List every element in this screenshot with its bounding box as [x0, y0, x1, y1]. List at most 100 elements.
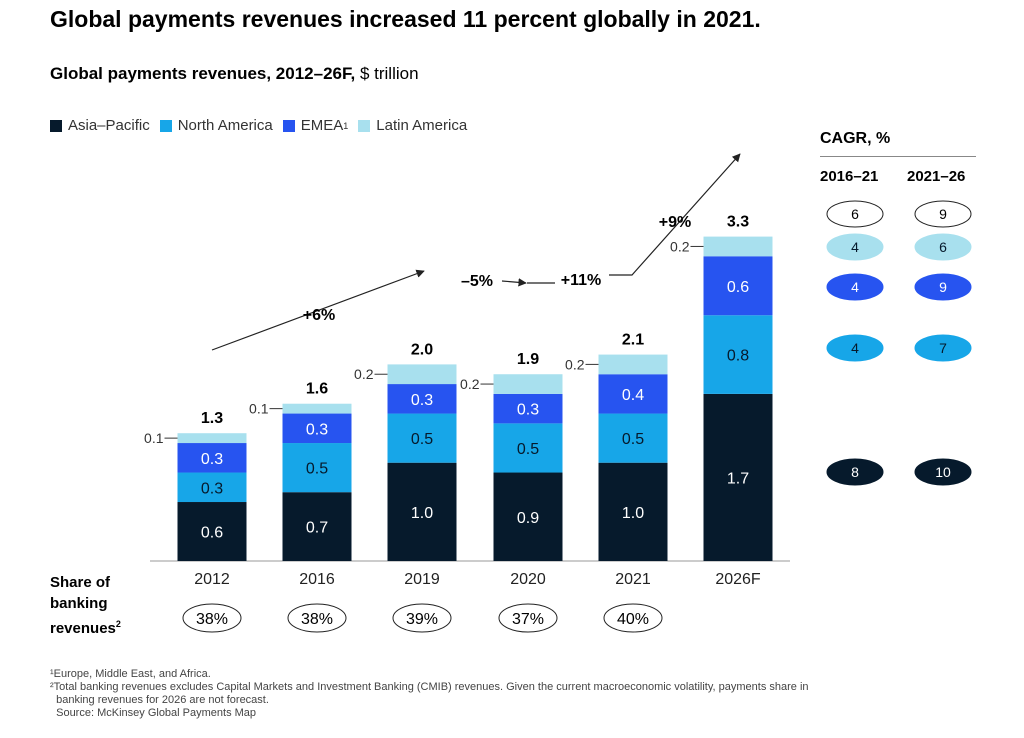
- x-tick-label: 2019: [404, 571, 440, 588]
- cagr-bubble: [826, 458, 884, 486]
- cagr-value: 7: [939, 340, 947, 356]
- segment-label: 0.5: [622, 431, 644, 448]
- cagr-value: 4: [851, 239, 859, 255]
- cagr-value: 9: [939, 206, 947, 222]
- bar-segment: [387, 462, 457, 561]
- segment-label-outside: 0.1: [144, 430, 164, 446]
- share-value: 40%: [617, 611, 649, 628]
- segment-label-outside: 0.2: [354, 366, 374, 382]
- segment-label: 0.5: [306, 461, 328, 478]
- segment-label: 0.7: [306, 520, 328, 537]
- footnote: ¹Europe, Middle East, and Africa.: [50, 668, 211, 680]
- growth-arrow: [609, 153, 741, 276]
- cagr-column-header: 2021–26: [907, 168, 966, 185]
- share-of-banking-label: Share of banking revenues2: [50, 574, 121, 637]
- share-value: 37%: [512, 611, 544, 628]
- segment-label: 0.3: [306, 421, 328, 438]
- segment-label: 0.6: [727, 279, 749, 296]
- footnote: ²Total banking revenues excludes Capital…: [50, 681, 809, 693]
- bar-segment: [493, 393, 563, 424]
- segment-label: 0.5: [411, 431, 433, 448]
- segment-label: 1.0: [411, 505, 433, 522]
- x-tick-label: 2016: [299, 571, 335, 588]
- legend-swatch-latin-america: [358, 119, 371, 132]
- cagr-value: 6: [939, 239, 947, 255]
- total-label: 2.0: [411, 341, 433, 358]
- cagr-bubble: [826, 233, 884, 261]
- share-badge: [603, 603, 663, 633]
- x-tick-label: 2021: [615, 571, 651, 588]
- cagr-value: 10: [935, 464, 951, 480]
- cagr-value: 8: [851, 464, 859, 480]
- cagr-bubble: [826, 273, 884, 301]
- legend-label: EMEA: [300, 117, 344, 134]
- growth-label: +6%: [303, 307, 335, 324]
- segment-label: 0.3: [517, 402, 539, 419]
- x-tick-label: 2020: [510, 571, 546, 588]
- segment-label-outside: 0.2: [460, 376, 480, 392]
- segment-label-outside: 0.2: [565, 356, 585, 372]
- share-value: 38%: [196, 611, 228, 628]
- cagr-bubble: [914, 273, 972, 301]
- share-badge: [392, 603, 452, 633]
- cagr-column-header: 2016–21: [820, 168, 879, 185]
- bar-segment: [387, 384, 457, 414]
- subtitle-main: Global payments revenues, 2012–26F,: [50, 64, 356, 83]
- chart-subtitle: Global payments revenues, 2012–26F, $ tr…: [50, 64, 419, 84]
- cagr-title: CAGR, %: [820, 130, 891, 147]
- cagr-divider: [820, 156, 976, 157]
- growth-label: –5%: [461, 273, 493, 290]
- total-label: 2.1: [622, 332, 644, 349]
- bar-segment: [177, 472, 247, 503]
- cagr-value: 9: [939, 279, 947, 295]
- segment-label: 0.5: [517, 441, 539, 458]
- x-tick-label: 2012: [194, 571, 230, 588]
- bar-segment: [703, 315, 773, 394]
- segment-label: 1.0: [622, 505, 644, 522]
- segment-label: 1.7: [727, 470, 749, 487]
- share-badge: [498, 603, 558, 633]
- cagr-value: 6: [851, 206, 859, 222]
- legend-footnote-mark: 1: [343, 120, 349, 131]
- segment-label: 0.6: [201, 525, 223, 542]
- cagr-bubble: [826, 200, 884, 228]
- legend-label: Latin America: [376, 117, 468, 134]
- chart-title: Global payments revenues increased 11 pe…: [50, 6, 761, 32]
- bar-segment: [282, 443, 352, 493]
- bar-segment: [493, 423, 563, 473]
- cagr-bubble: [914, 458, 972, 486]
- share-value: 39%: [406, 611, 438, 628]
- segment-label-outside: 0.1: [249, 401, 269, 417]
- footnotes: ¹Europe, Middle East, and Africa. ²Total…: [50, 668, 970, 720]
- legend-item-north-america: North America: [159, 117, 273, 134]
- total-label: 1.6: [306, 381, 328, 398]
- share-value: 38%: [301, 611, 333, 628]
- growth-arrow: [501, 278, 527, 287]
- cagr-bubble: [826, 334, 884, 362]
- bar-segment: [282, 403, 352, 414]
- bar-segment: [493, 472, 563, 561]
- segment-label: 0.8: [727, 348, 749, 365]
- bar-segment: [177, 502, 247, 561]
- legend-item-latin-america: Latin America: [358, 117, 467, 134]
- bar-segment: [598, 462, 668, 561]
- total-label: 1.9: [517, 351, 539, 368]
- legend-label: Asia–Pacific: [68, 117, 150, 134]
- segment-label: 0.3: [411, 392, 433, 409]
- cagr-bubble: [914, 334, 972, 362]
- bar-segment: [282, 413, 352, 444]
- bar-segment: [598, 354, 668, 375]
- footnote: banking revenues for 2026 are not foreca…: [50, 694, 269, 706]
- legend-swatch-emea: [282, 119, 295, 132]
- share-badge: [182, 603, 242, 633]
- growth-label: +11%: [561, 272, 601, 289]
- bar-segment: [177, 433, 247, 444]
- legend-item-asia-pacific: Asia–Pacific: [50, 117, 150, 134]
- bar-segment: [387, 413, 457, 463]
- bar-segment: [598, 374, 668, 414]
- growth-label: +9%: [659, 214, 691, 231]
- legend-swatch-asia-pacific: [50, 119, 62, 132]
- total-label: 1.3: [201, 410, 223, 427]
- share-badge: [287, 603, 347, 633]
